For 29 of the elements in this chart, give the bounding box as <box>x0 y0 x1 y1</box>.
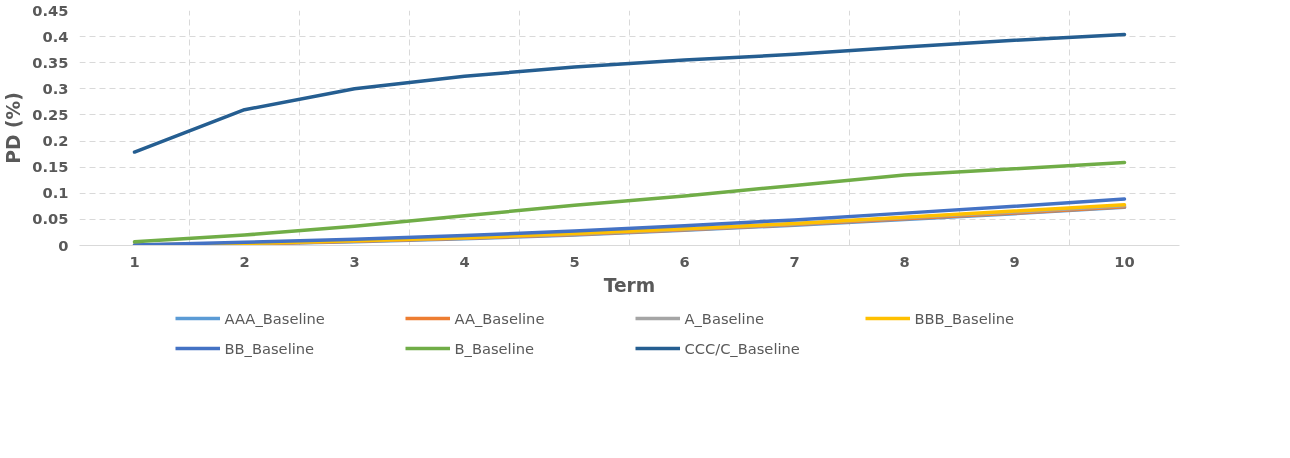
legend-label: A_Baseline <box>684 309 765 327</box>
y-tick-label: 0.3 <box>42 79 69 97</box>
x-tick-label: 1 <box>129 252 140 270</box>
x-tick-label: 2 <box>239 252 250 270</box>
legend-label: BBB_Baseline <box>914 309 1016 327</box>
y-tick-label: 0.4 <box>42 27 69 45</box>
y-tick-label: 0 <box>58 236 69 254</box>
x-tick-label: 4 <box>459 252 470 270</box>
x-tick-label: 5 <box>569 252 580 270</box>
x-tick-label: 7 <box>789 252 800 270</box>
y-tick-label: 0.1 <box>42 184 69 202</box>
legend-label: BB_Baseline <box>224 339 316 357</box>
y-tick-label: 0.25 <box>32 105 69 123</box>
y-tick-label: 0.35 <box>32 53 69 71</box>
x-axis-title: Term <box>603 274 656 296</box>
x-tick-label: 6 <box>679 252 690 270</box>
x-tick-label: 10 <box>1114 252 1135 270</box>
x-tick-label: 9 <box>1009 252 1020 270</box>
legend-label: AAA_Baseline <box>224 309 326 327</box>
legend-label: B_Baseline <box>454 339 536 357</box>
y-tick-label: 0.05 <box>32 210 69 228</box>
legend-label: CCC/C_Baseline <box>684 339 801 357</box>
y-tick-label: 0.45 <box>32 1 69 19</box>
y-tick-label: 0.15 <box>32 158 69 176</box>
legend-label: AA_Baseline <box>454 309 546 327</box>
x-tick-label: 3 <box>349 252 360 270</box>
x-tick-label: 8 <box>899 252 910 270</box>
y-tick-label: 0.2 <box>42 132 69 150</box>
y-axis-title: PD (%) <box>3 92 25 164</box>
